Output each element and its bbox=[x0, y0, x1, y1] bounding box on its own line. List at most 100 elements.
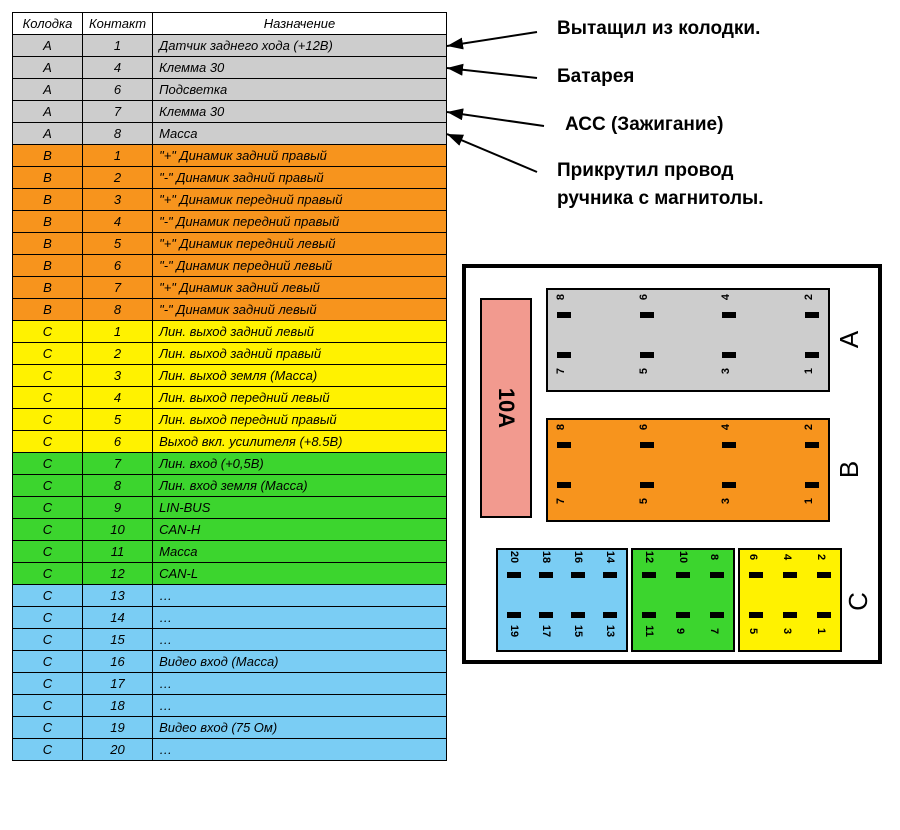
table-row: C1Лин. выход задний левый bbox=[13, 321, 447, 343]
pin-label: 8 bbox=[555, 294, 567, 300]
cell-purpose: "+" Динамик передний правый bbox=[153, 189, 447, 211]
table-row: B3"+" Динамик передний правый bbox=[13, 189, 447, 211]
cell-purpose: LIN-BUS bbox=[153, 497, 447, 519]
label-c: C bbox=[843, 592, 874, 611]
pin bbox=[805, 352, 819, 358]
pin bbox=[640, 312, 654, 318]
pinout-table-container: Колодка Контакт Назначение A1Датчик задн… bbox=[12, 12, 447, 761]
cell-purpose: Видео вход (75 Ом) bbox=[153, 717, 447, 739]
cell-contact: 12 bbox=[83, 563, 153, 585]
cell-connector: A bbox=[13, 123, 83, 145]
cell-purpose: Лин. выход задний правый bbox=[153, 343, 447, 365]
table-row: C12CAN-L bbox=[13, 563, 447, 585]
cell-connector: C bbox=[13, 585, 83, 607]
table-row: C8Лин. вход земля (Масса) bbox=[13, 475, 447, 497]
cell-purpose: "-" Динамик передний правый bbox=[153, 211, 447, 233]
table-row: B8"-" Динамик задний левый bbox=[13, 299, 447, 321]
cell-connector: C bbox=[13, 607, 83, 629]
cell-purpose: … bbox=[153, 739, 447, 761]
cell-contact: 11 bbox=[83, 541, 153, 563]
cell-contact: 5 bbox=[83, 409, 153, 431]
cell-contact: 1 bbox=[83, 145, 153, 167]
cell-purpose: "-" Динамик задний правый bbox=[153, 167, 447, 189]
cell-purpose: Лин. выход передний левый bbox=[153, 387, 447, 409]
table-row: C7Лин. вход (+0,5В) bbox=[13, 453, 447, 475]
pin bbox=[539, 612, 553, 618]
pin-label: 4 bbox=[720, 424, 732, 430]
cell-contact: 4 bbox=[83, 57, 153, 79]
cell-contact: 3 bbox=[83, 365, 153, 387]
cell-connector: C bbox=[13, 343, 83, 365]
cell-connector: A bbox=[13, 101, 83, 123]
cell-purpose: … bbox=[153, 607, 447, 629]
pin-label: 11 bbox=[643, 625, 655, 637]
cell-purpose: Выход вкл. усилителя (+8.5В) bbox=[153, 431, 447, 453]
cell-connector: C bbox=[13, 321, 83, 343]
connector-diagram: 10A 12345678 A 12345678 B 13141516171819… bbox=[462, 264, 882, 664]
table-row: A8Масса bbox=[13, 123, 447, 145]
pin bbox=[749, 612, 763, 618]
cell-connector: C bbox=[13, 651, 83, 673]
cell-connector: C bbox=[13, 497, 83, 519]
pinout-table: Колодка Контакт Назначение A1Датчик задн… bbox=[12, 12, 447, 761]
table-row: C18… bbox=[13, 695, 447, 717]
pin-label: 7 bbox=[555, 498, 567, 504]
cell-purpose: Датчик заднего хода (+12В) bbox=[153, 35, 447, 57]
pin bbox=[642, 612, 656, 618]
pin-label: 15 bbox=[572, 625, 584, 637]
pin-label: 2 bbox=[803, 424, 815, 430]
cell-connector: B bbox=[13, 299, 83, 321]
table-header: Колодка Контакт Назначение bbox=[13, 13, 447, 35]
table-row: C6Выход вкл. усилителя (+8.5В) bbox=[13, 431, 447, 453]
table-row: C16Видео вход (Масса) bbox=[13, 651, 447, 673]
pin-label: 10 bbox=[677, 551, 689, 563]
callout-arrows bbox=[447, 12, 900, 272]
pin bbox=[710, 572, 724, 578]
pin-label: 13 bbox=[604, 625, 616, 637]
pin bbox=[783, 572, 797, 578]
pin bbox=[642, 572, 656, 578]
cell-contact: 3 bbox=[83, 189, 153, 211]
cell-connector: C bbox=[13, 519, 83, 541]
table-row: B5"+" Динамик передний левый bbox=[13, 233, 447, 255]
pin-label: 1 bbox=[803, 368, 815, 374]
cell-contact: 14 bbox=[83, 607, 153, 629]
cell-purpose: "+" Динамик передний левый bbox=[153, 233, 447, 255]
pin-label: 14 bbox=[604, 551, 616, 563]
label-b: B bbox=[834, 461, 865, 478]
pin bbox=[557, 352, 571, 358]
cell-connector: C bbox=[13, 387, 83, 409]
table-row: A1Датчик заднего хода (+12В) bbox=[13, 35, 447, 57]
cell-contact: 6 bbox=[83, 255, 153, 277]
table-row: C11Масса bbox=[13, 541, 447, 563]
pin bbox=[783, 612, 797, 618]
table-row: C19Видео вход (75 Ом) bbox=[13, 717, 447, 739]
cell-connector: C bbox=[13, 409, 83, 431]
cell-connector: C bbox=[13, 475, 83, 497]
table-row: C9LIN-BUS bbox=[13, 497, 447, 519]
pin-label: 5 bbox=[747, 628, 759, 634]
cell-contact: 18 bbox=[83, 695, 153, 717]
cell-contact: 7 bbox=[83, 277, 153, 299]
cell-purpose: … bbox=[153, 585, 447, 607]
cell-contact: 1 bbox=[83, 35, 153, 57]
pin bbox=[805, 442, 819, 448]
table-row: A6Подсветка bbox=[13, 79, 447, 101]
pin-label: 5 bbox=[638, 368, 650, 374]
pin bbox=[722, 442, 736, 448]
pin bbox=[676, 572, 690, 578]
cell-connector: C bbox=[13, 739, 83, 761]
cell-purpose: Масса bbox=[153, 541, 447, 563]
cell-connector: A bbox=[13, 79, 83, 101]
callout-pulled: Вытащил из колодки. bbox=[557, 18, 760, 40]
table-row: C2Лин. выход задний правый bbox=[13, 343, 447, 365]
th-purpose: Назначение bbox=[153, 13, 447, 35]
cell-contact: 4 bbox=[83, 387, 153, 409]
table-row: B4"-" Динамик передний правый bbox=[13, 211, 447, 233]
pin bbox=[557, 482, 571, 488]
fuse-label: 10A bbox=[493, 388, 519, 428]
cell-contact: 16 bbox=[83, 651, 153, 673]
cell-contact: 6 bbox=[83, 79, 153, 101]
table-row: A4Клемма 30 bbox=[13, 57, 447, 79]
table-body: A1Датчик заднего хода (+12В)A4Клемма 30A… bbox=[13, 35, 447, 761]
